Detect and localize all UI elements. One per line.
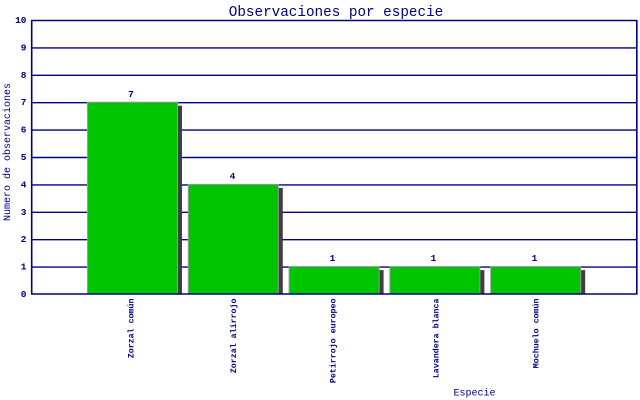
- svg-text:9: 9: [21, 42, 27, 53]
- svg-text:8: 8: [21, 70, 27, 81]
- svg-text:2: 2: [21, 234, 27, 245]
- svg-text:Zorzal común: Zorzal común: [127, 298, 137, 358]
- svg-text:5: 5: [21, 152, 27, 163]
- svg-text:1: 1: [532, 253, 538, 264]
- svg-text:6: 6: [21, 125, 27, 136]
- svg-text:Zorzal alirrojo: Zorzal alirrojo: [229, 298, 239, 373]
- svg-text:3: 3: [21, 207, 27, 218]
- svg-text:Petirrojo europeo: Petirrojo europeo: [328, 298, 338, 383]
- svg-text:1: 1: [330, 253, 336, 264]
- svg-text:4: 4: [21, 179, 27, 190]
- svg-text:Numero de observaciones: Numero de observaciones: [2, 83, 14, 221]
- svg-text:1: 1: [21, 262, 27, 273]
- svg-text:0: 0: [21, 289, 27, 300]
- svg-text:1: 1: [431, 253, 437, 264]
- svg-text:Mochuelo común: Mochuelo común: [531, 298, 541, 368]
- svg-text:Especie: Especie: [453, 388, 495, 400]
- svg-text:Observaciones por especie: Observaciones por especie: [229, 5, 444, 21]
- svg-text:Lavandera blanca: Lavandera blanca: [432, 298, 442, 378]
- svg-text:4: 4: [230, 171, 236, 182]
- svg-text:7: 7: [21, 97, 27, 108]
- svg-text:10: 10: [15, 15, 27, 26]
- svg-text:7: 7: [128, 89, 134, 100]
